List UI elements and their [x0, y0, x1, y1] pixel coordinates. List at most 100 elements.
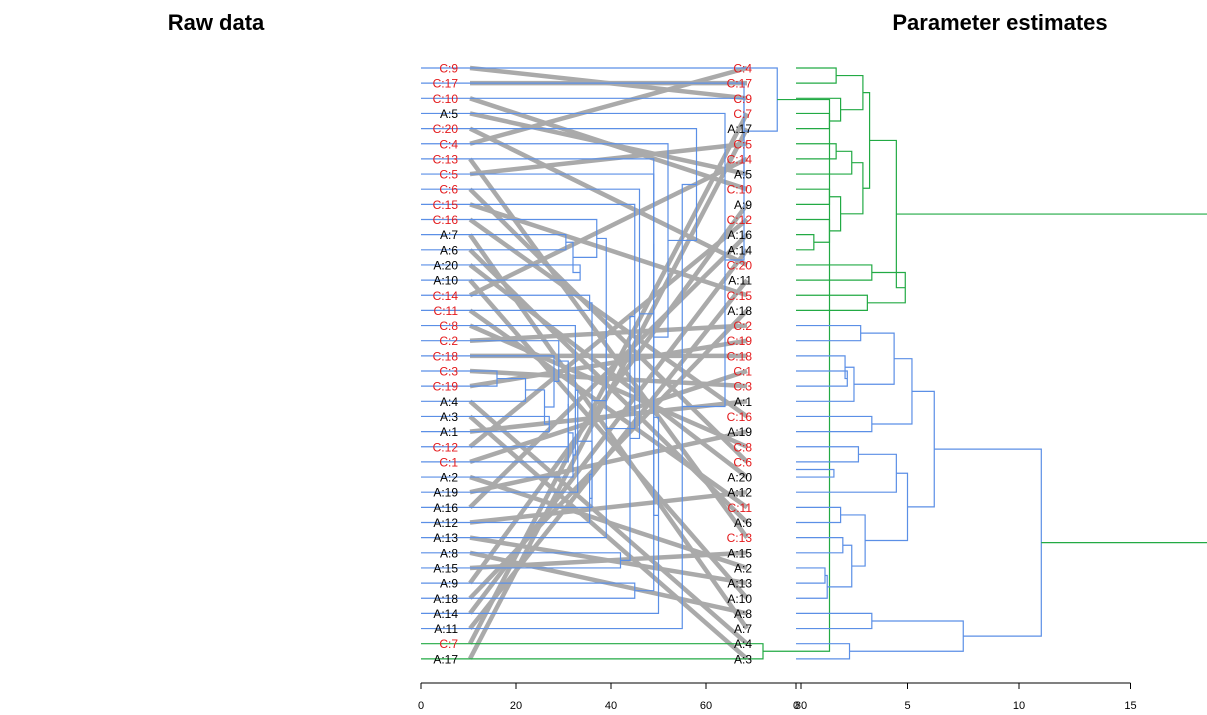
dendrogram-branch: [421, 403, 569, 463]
dendrogram-branch: [796, 506, 842, 524]
leaf-label: C:16: [727, 410, 753, 424]
leaf-label: C:13: [727, 531, 753, 545]
leaf-label: A:11: [728, 274, 752, 288]
dendrogram-branch: [796, 112, 831, 130]
leaf-label: A:10: [727, 592, 752, 606]
leaf-label: C:19: [433, 380, 459, 394]
leaf-label: C:14: [727, 152, 753, 166]
right-dendrogram-title: Parameter estimates: [892, 10, 1107, 35]
dendrogram-branch: [934, 448, 1042, 637]
dendrogram-branch: [796, 612, 873, 630]
leaf-label: A:19: [433, 486, 458, 500]
connector-line: [468, 308, 749, 510]
dendrogram-branch: [796, 324, 862, 342]
leaf-label: A:7: [440, 228, 458, 242]
tick-label: 60: [700, 700, 712, 712]
leaf-label: C:20: [727, 258, 753, 272]
connector-line: [469, 65, 748, 146]
dendrogram-branch: [871, 358, 913, 425]
leaf-label: C:4: [733, 62, 752, 76]
dendrogram-branch: [796, 143, 837, 160]
dendrogram-branch: [796, 264, 873, 281]
leaf-label: A:14: [727, 243, 752, 257]
dendrogram-branch: [763, 98, 831, 652]
connector-line: [469, 156, 748, 298]
leaf-label: C:5: [439, 168, 458, 182]
dendrogram-branch: [796, 537, 844, 554]
connector-line: [468, 217, 749, 449]
connector-line: [469, 550, 748, 571]
dendrogram-branch: [796, 294, 868, 311]
leaf-label: A:20: [433, 258, 458, 272]
leaf-label: A:8: [440, 546, 458, 560]
dendrogram-branch: [796, 370, 848, 387]
left-leaf-labels: C:9C:17C:10A:5C:20C:4C:13C:5C:6C:15C:16A…: [433, 62, 459, 667]
leaf-label: A:13: [433, 531, 458, 545]
dendrogram-branch: [796, 453, 897, 493]
connector-line: [468, 278, 749, 600]
tick-label: 80: [795, 700, 807, 712]
leaf-label: A:7: [734, 622, 752, 636]
left-dendrogram: [421, 67, 831, 660]
dendrogram-branch: [796, 150, 853, 175]
right-dendrogram: [796, 67, 1207, 660]
leaf-label: C:6: [733, 455, 752, 469]
dendrogram-branch: [829, 196, 842, 232]
dendrogram-branch: [796, 468, 835, 478]
leaf-label: A:3: [734, 652, 752, 666]
dendrogram-branch: [796, 574, 828, 599]
dendrogram-branch: [896, 213, 1207, 544]
leaf-label: A:2: [734, 561, 752, 575]
leaf-label: A:2: [440, 471, 458, 485]
tick-label: 0: [418, 700, 424, 712]
leaf-label: A:19: [727, 425, 752, 439]
leaf-label: A:5: [734, 168, 752, 182]
leaf-label: C:14: [433, 289, 459, 303]
leaf-label: C:19: [727, 334, 753, 348]
right-leaf-labels: C:4C:17C:9C:7A:17C:5C:14A:5C:10A:9C:12A:…: [727, 62, 753, 667]
dendrogram-branch: [827, 544, 853, 588]
leaf-label: C:5: [733, 137, 752, 151]
leaf-label: A:6: [440, 243, 458, 257]
dendrogram-branch: [796, 67, 837, 84]
leaf-label: C:12: [433, 440, 459, 454]
leaf-label: A:4: [734, 637, 752, 651]
dendrogram-branch: [862, 92, 871, 189]
leaf-label: C:4: [439, 137, 458, 151]
left-x-axis: 80 60 40 20 0: [418, 682, 807, 712]
dendrogram-branch: [796, 234, 815, 251]
dendrogram-branch: [796, 188, 831, 205]
leaf-label: C:18: [433, 349, 459, 363]
leaf-label: C:3: [439, 365, 458, 379]
dendrogram-branch: [865, 472, 909, 542]
leaf-label: C:11: [434, 304, 459, 318]
leaf-label: A:1: [734, 395, 752, 409]
leaf-label: C:12: [727, 213, 753, 227]
leaf-label: C:2: [439, 334, 458, 348]
leaf-label: C:16: [433, 213, 459, 227]
tick-label: 10: [1013, 700, 1025, 712]
left-dendrogram-title: Raw data: [168, 10, 265, 35]
connector-line: [468, 112, 749, 645]
dendrogram-branch: [421, 143, 669, 338]
leaf-label: A:9: [734, 198, 752, 212]
leaf-label: C:10: [433, 92, 459, 106]
connector-line: [469, 323, 748, 449]
leaf-label: C:8: [733, 440, 752, 454]
leaf-label: A:12: [727, 486, 752, 500]
leaf-label: C:7: [439, 637, 458, 651]
connector-line: [469, 429, 748, 495]
leaf-label: C:11: [728, 501, 753, 515]
leaf-label: A:5: [440, 107, 458, 121]
tick-label: 40: [605, 700, 617, 712]
leaf-label: C:2: [733, 319, 752, 333]
dendrogram-branch: [849, 620, 964, 652]
dendrogram-branch: [421, 128, 698, 242]
leaf-label: A:10: [433, 274, 458, 288]
dendrogram-branch: [796, 97, 842, 122]
leaf-label: C:15: [727, 289, 753, 303]
leaf-label: A:16: [433, 501, 458, 515]
tick-label: 20: [510, 700, 522, 712]
dendrogram-branch: [796, 567, 826, 584]
connector-line: [469, 126, 748, 267]
